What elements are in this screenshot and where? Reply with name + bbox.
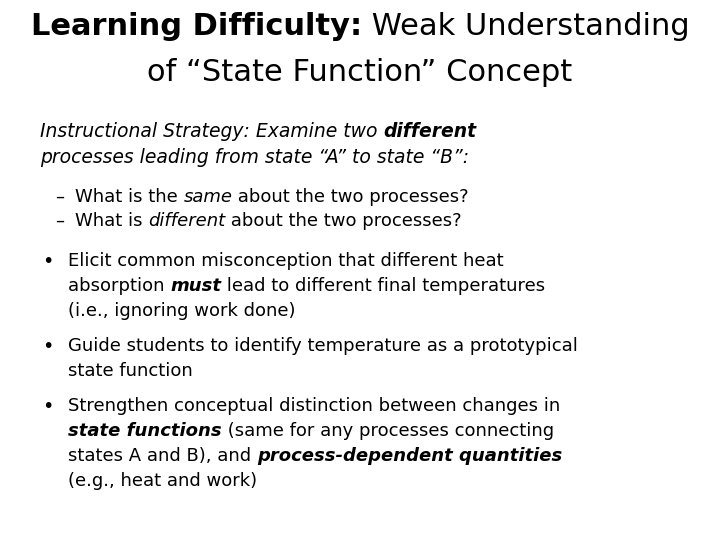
Text: (same for any processes connecting: (same for any processes connecting <box>222 422 554 440</box>
Text: Instructional Strategy: Examine two: Instructional Strategy: Examine two <box>40 122 384 141</box>
Text: state function: state function <box>68 362 193 380</box>
Text: different: different <box>384 122 477 141</box>
Text: Strengthen conceptual distinction between changes in: Strengthen conceptual distinction betwee… <box>68 397 560 415</box>
Text: What is: What is <box>75 212 148 230</box>
Text: Elicit common misconception that different heat: Elicit common misconception that differe… <box>68 252 503 270</box>
Text: lead to different final temperatures: lead to different final temperatures <box>221 277 545 295</box>
Text: (i.e., ignoring work done): (i.e., ignoring work done) <box>68 302 295 320</box>
Text: same: same <box>184 188 233 206</box>
Text: (e.g., heat and work): (e.g., heat and work) <box>68 472 257 490</box>
Text: –: – <box>55 188 64 206</box>
Text: of “State Function” Concept: of “State Function” Concept <box>148 58 572 87</box>
Text: Guide students to identify temperature as a prototypical: Guide students to identify temperature a… <box>68 337 578 355</box>
Text: Learning Difficulty:: Learning Difficulty: <box>31 12 361 41</box>
Text: about the two processes?: about the two processes? <box>233 188 469 206</box>
Text: •: • <box>42 252 53 271</box>
Text: processes leading from state “A” to state “B”:: processes leading from state “A” to stat… <box>40 148 469 167</box>
Text: about the two processes?: about the two processes? <box>225 212 462 230</box>
Text: must: must <box>170 277 221 295</box>
Text: What is the: What is the <box>75 188 184 206</box>
Text: –: – <box>55 212 64 230</box>
Text: absorption: absorption <box>68 277 170 295</box>
Text: process-dependent quantities: process-dependent quantities <box>257 447 562 465</box>
Text: different: different <box>148 212 225 230</box>
Text: states A and B), and: states A and B), and <box>68 447 257 465</box>
Text: •: • <box>42 337 53 356</box>
Text: state functions: state functions <box>68 422 222 440</box>
Text: •: • <box>42 397 53 416</box>
Text: Weak Understanding: Weak Understanding <box>361 12 689 41</box>
